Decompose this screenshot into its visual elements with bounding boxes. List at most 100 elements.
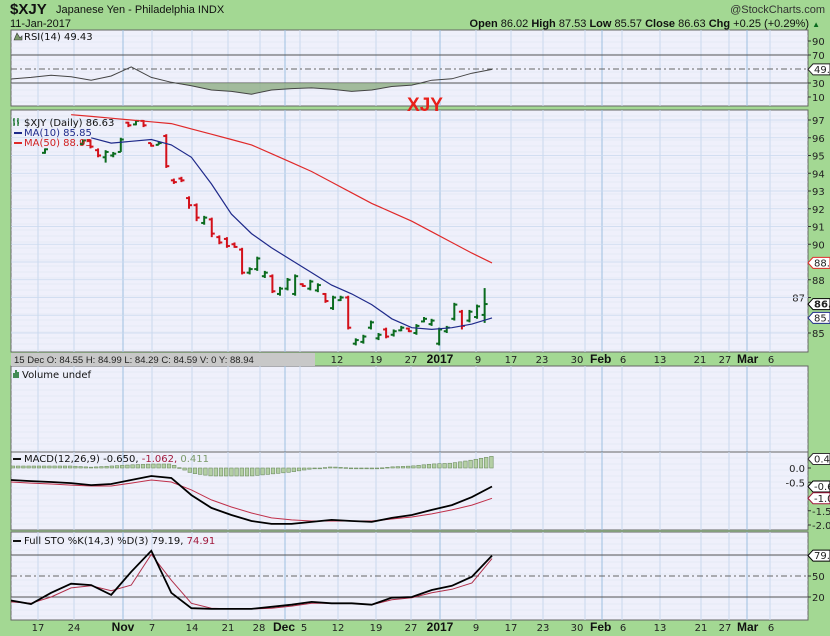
macd-histogram-bar bbox=[125, 464, 130, 469]
macd-histogram-bar bbox=[395, 466, 400, 469]
macd-histogram-bar bbox=[281, 467, 286, 474]
price-bar bbox=[208, 217, 215, 238]
date-tick-label: 19 bbox=[370, 355, 383, 366]
price-bar bbox=[307, 279, 314, 291]
macd-histogram-bar bbox=[343, 467, 348, 469]
macd-histogram-bar bbox=[250, 467, 255, 477]
macd-histogram-bar bbox=[390, 466, 395, 469]
date-tick-label: 21 bbox=[222, 623, 235, 634]
price-axis-label: 87 bbox=[792, 294, 805, 305]
price-bar bbox=[269, 274, 276, 294]
price-bar bbox=[223, 237, 230, 248]
low-value: 85.57 bbox=[615, 18, 643, 30]
macd-histogram-bar bbox=[198, 467, 203, 475]
price-bar bbox=[276, 286, 283, 296]
price-axis-label: 92 bbox=[812, 205, 825, 216]
macd-histogram-bar bbox=[380, 467, 385, 469]
price-bar bbox=[117, 137, 124, 153]
sto-label: Full STO %K(14,3) %D(3) 79.19, bbox=[24, 536, 183, 547]
rsi-oversold-fill bbox=[11, 83, 492, 95]
price-bar bbox=[246, 267, 253, 275]
date-tick-label: 12 bbox=[331, 355, 344, 366]
price-bar bbox=[231, 242, 238, 248]
macd-histogram-bar bbox=[447, 462, 452, 469]
macd-histogram-bar bbox=[338, 467, 343, 469]
date-tick-label: 6 bbox=[620, 355, 626, 366]
macd-histogram-bar bbox=[270, 467, 276, 475]
macd-histogram-bar bbox=[192, 467, 198, 474]
macd-histogram-bar bbox=[276, 467, 281, 474]
macd-histogram-bar bbox=[218, 467, 224, 477]
price-bar bbox=[436, 327, 443, 346]
sto-legend-text: Full STO %K(14,3) %D(3) 79.19, 74.91 bbox=[24, 536, 215, 547]
date-tick-label: 9 bbox=[475, 355, 481, 366]
macd-histogram-bar bbox=[114, 465, 120, 469]
macd-histogram-bar bbox=[437, 463, 442, 469]
chg-label: Chg bbox=[709, 18, 730, 30]
macd-histogram-bar bbox=[42, 465, 47, 469]
price-bar bbox=[383, 327, 390, 339]
rsi-panel bbox=[10, 29, 809, 107]
macd-histogram-bar bbox=[94, 466, 99, 469]
date-info: 15 Dec O: 84.55 H: 84.99 L: 84.29 C: 84.… bbox=[14, 355, 254, 366]
price-bar bbox=[481, 288, 488, 323]
date-tick-label: Mar bbox=[737, 352, 759, 366]
price-bar bbox=[330, 295, 337, 310]
stockcharts-brand: @StockCharts.com bbox=[730, 4, 825, 16]
high-label: High bbox=[531, 18, 556, 30]
open-value: 86.02 bbox=[501, 18, 529, 30]
date-tick-label: 27 bbox=[405, 355, 418, 366]
xjy-annotation: XJY bbox=[407, 95, 443, 116]
macd-histogram-bar bbox=[478, 458, 484, 469]
macd-histogram-bar bbox=[426, 463, 432, 469]
macd-histogram-bar bbox=[109, 465, 114, 469]
date-tick-label: 2017 bbox=[427, 620, 454, 634]
date-tick-label: 13 bbox=[654, 623, 667, 634]
macd-histogram-bar bbox=[416, 465, 421, 469]
ma50-value-tag: 88.9 bbox=[814, 258, 830, 269]
price-bar bbox=[474, 304, 481, 319]
macd-value-tag-bg bbox=[807, 480, 830, 493]
price-bar bbox=[352, 338, 359, 346]
chg-value: +0.25 (+0.29%) bbox=[733, 18, 809, 30]
date-tick-label: 28 bbox=[253, 623, 266, 634]
date-tick-label: Nov bbox=[112, 620, 135, 634]
date-tick-label: 6 bbox=[768, 355, 774, 366]
close-value-tag-bg bbox=[807, 298, 830, 311]
macd-histogram-bar bbox=[473, 458, 478, 469]
macd-histogram-bar bbox=[161, 463, 166, 469]
price-axis-label: 90 bbox=[812, 240, 825, 251]
macd-histogram-bar bbox=[31, 465, 36, 469]
date-tick-label: 17 bbox=[505, 355, 518, 366]
date-tick-label: 27 bbox=[719, 355, 732, 366]
macd-histogram-bar bbox=[302, 467, 307, 471]
macd-histogram-bar bbox=[484, 457, 489, 469]
sto-axis-label: 20 bbox=[812, 593, 825, 604]
sto-legend: Full STO %K(14,3) %D(3) 79.19, 74.91 bbox=[13, 536, 215, 547]
macd-legend: MACD(12,26,9) -0.650, -1.062, 0.411 bbox=[13, 454, 209, 465]
price-panel bbox=[10, 109, 809, 353]
price-bar bbox=[110, 151, 117, 158]
macd-histogram-bar bbox=[151, 463, 156, 469]
price-bar bbox=[292, 274, 299, 296]
date-tick-label: 24 bbox=[68, 623, 81, 634]
date-tick-label: 30 bbox=[571, 623, 584, 634]
macd-histogram-bar bbox=[36, 465, 42, 469]
macd-histogram-bar bbox=[411, 465, 416, 469]
sto-d-value: 74.91 bbox=[187, 536, 216, 547]
price-bar bbox=[102, 150, 109, 163]
date-tick-label: 7 bbox=[149, 623, 155, 634]
date-tick-label: 5 bbox=[301, 623, 307, 634]
up-arrow-icon: ▲ bbox=[812, 20, 820, 29]
date-tick-label: 30 bbox=[571, 355, 584, 366]
macd-axis-label: 0.0 bbox=[789, 464, 805, 475]
macd-line bbox=[10, 475, 493, 525]
date-tick-label: 21 bbox=[695, 623, 708, 634]
price-bar bbox=[367, 320, 374, 330]
date-tick-label: 9 bbox=[473, 623, 479, 634]
macd-histogram-bar bbox=[317, 467, 322, 470]
volume-label: Volume undef bbox=[22, 370, 92, 381]
price-bar bbox=[186, 196, 193, 209]
macd-histogram-bar bbox=[432, 463, 437, 469]
price-axis-label: 94 bbox=[812, 169, 825, 180]
